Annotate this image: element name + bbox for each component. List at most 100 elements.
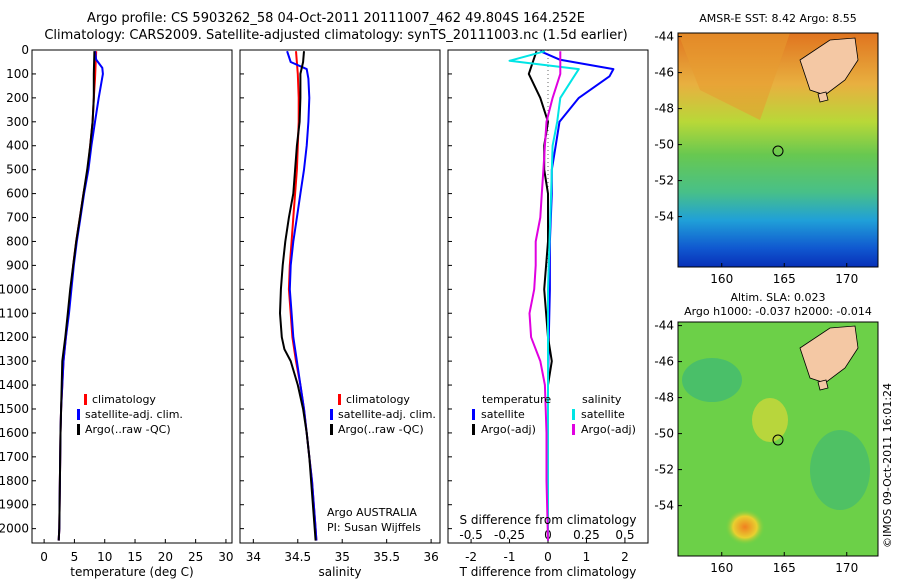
depth-tick-label: 1000 — [0, 282, 29, 296]
difference-legend: temperature salinity satellite Argo(-adj… — [472, 393, 636, 436]
legend-swatch-sal-argo — [572, 424, 575, 435]
x-tick-label: 15 — [127, 550, 142, 564]
map-lon-tick-label: 165 — [773, 561, 796, 575]
map-lon-tick-label: 160 — [710, 561, 733, 575]
salinity-panel: 34 34.5 35 35.5 36 — [240, 49, 439, 564]
top-x-tick-label: -0.5 — [459, 528, 482, 542]
x-tick-label: 35.5 — [373, 550, 400, 564]
map-lat-tick-label: -48 — [654, 391, 674, 405]
sst-warm-patch — [678, 33, 790, 120]
depth-tick-label: 2000 — [0, 522, 29, 536]
depth-tick-label: 300 — [6, 115, 29, 129]
series-line-argo-raw-qc — [279, 51, 317, 541]
stewart-island-landmass — [817, 379, 829, 391]
depth-tick-label: 100 — [6, 67, 29, 81]
depth-tick-label: 400 — [6, 139, 29, 153]
legend-swatch-argo — [77, 424, 80, 435]
x-tick-label: 5 — [71, 550, 79, 564]
legend-label-argo: Argo(..raw -QC) — [338, 423, 424, 436]
salinity-legend: climatology satellite-adj. clim. Argo(..… — [330, 393, 436, 436]
series-line-argo-raw-qc — [57, 51, 96, 541]
map-lon-tick-label: 170 — [835, 561, 858, 575]
difference-panel: -2 -1 0 1 2-0.5 -0.25 0 0.25 0.5 — [448, 49, 634, 564]
temperature-xlabel: temperature (deg C) — [70, 565, 193, 579]
depth-tick-label: 0 — [21, 43, 29, 57]
x-tick-label: 25 — [188, 550, 203, 564]
x-tick-label: 34 — [246, 550, 261, 564]
legend-label-argo: Argo(..raw -QC) — [85, 423, 171, 436]
map-lat-tick-label: -54 — [654, 499, 674, 513]
series-line-salinity-argo-adj — [528, 51, 562, 541]
depth-tick-label: 1900 — [0, 498, 29, 512]
sla-map-ticks: -44 -46 -48 -50 -52 -54 160 165 170 — [654, 319, 858, 575]
x-tick-label: 1 — [583, 550, 591, 564]
map-lat-tick-label: -50 — [654, 138, 674, 152]
legend-label-sal-satellite: satellite — [581, 408, 625, 421]
legend-swatch-temp-satellite — [472, 409, 475, 420]
sla-low-patch — [810, 430, 870, 510]
map-lat-tick-label: -46 — [654, 66, 674, 80]
stewart-island-landmass — [817, 91, 829, 103]
sla-map-title-1: Altim. SLA: 0.023 — [730, 291, 825, 304]
map-lat-tick-label: -44 — [654, 319, 674, 333]
top-x-tick-label: -0.25 — [494, 528, 525, 542]
map-lat-tick-label: -52 — [654, 174, 674, 188]
imos-credit: ©IMOS 09-Oct-2011 16:01:24 — [881, 383, 894, 548]
x-tick-label: 30 — [218, 550, 233, 564]
sla-low-patch — [682, 358, 742, 402]
argo-location-marker — [772, 434, 784, 446]
map-lon-tick-label: 170 — [835, 272, 858, 286]
sla-peak-patch — [725, 509, 765, 545]
depth-tick-label: 1300 — [0, 354, 29, 368]
sst-map-title: AMSR-E SST: 8.42 Argo: 8.55 — [699, 12, 857, 25]
depth-tick-label: 700 — [6, 211, 29, 225]
x-tick-label: 0 — [544, 550, 552, 564]
x-tick-label: 34.5 — [284, 550, 311, 564]
map-lat-tick-label: -46 — [654, 355, 674, 369]
depth-tick-label: 1700 — [0, 450, 29, 464]
sst-map-frame — [677, 32, 879, 268]
map-lat-tick-label: -52 — [654, 463, 674, 477]
sla-map: Altim. SLA: 0.023 Argo h1000: -0.037 h20… — [654, 291, 879, 575]
temperature-legend: climatology satellite-adj. clim. Argo(..… — [77, 393, 183, 436]
depth-tick-label: 800 — [6, 234, 29, 248]
series-line-salinity-satellite — [508, 50, 580, 541]
map-lat-tick-label: -44 — [654, 30, 674, 44]
sst-map-ticks: -44 -46 -48 -50 -52 -54 160 165 170 — [654, 30, 858, 286]
series-line-temperature-argo-adj — [527, 50, 553, 541]
depth-tick-label: 1800 — [0, 474, 29, 488]
x-tick-label: 20 — [158, 550, 173, 564]
map-lon-tick-label: 160 — [710, 272, 733, 286]
temperature-axes — [31, 49, 233, 544]
x-tick-label: -1 — [504, 550, 516, 564]
legend-label-sal-argo: Argo(-adj) — [581, 423, 636, 436]
x-tick-label: 36 — [423, 550, 438, 564]
x-tick-label: 10 — [97, 550, 112, 564]
salinity-xlabel: salinity — [318, 565, 361, 579]
depth-tick-label: 600 — [6, 187, 29, 201]
south-island-landmass — [799, 37, 859, 96]
sla-map-title-2: Argo h1000: -0.037 h2000: -0.014 — [684, 305, 872, 318]
sla-high-patch — [752, 398, 788, 442]
depth-tick-label: 1500 — [0, 402, 29, 416]
legend-title-salinity: salinity — [582, 393, 622, 406]
legend-swatch-climatology — [84, 394, 87, 405]
top-x-tick-label: 0.5 — [615, 528, 634, 542]
map-lat-tick-label: -54 — [654, 210, 674, 224]
sla-map-frame — [677, 321, 879, 557]
title-line-1: Argo profile: CS 5903262_58 04-Oct-2011 … — [87, 11, 585, 26]
depth-tick-label: 1100 — [0, 306, 29, 320]
depth-tick-label: 1400 — [0, 378, 29, 392]
difference-xlabel: T difference from climatology — [459, 565, 637, 579]
depth-tick-label: 1200 — [0, 330, 29, 344]
legend-swatch-temp-argo — [472, 424, 475, 435]
sst-map: AMSR-E SST: 8.42 Argo: 8.55 -44 -46 -48 -50… — [654, 12, 879, 286]
legend-swatch-satellite — [77, 409, 80, 420]
legend-swatch-satellite — [330, 409, 333, 420]
top-x-tick-label: 0.25 — [573, 528, 600, 542]
map-lat-tick-label: -50 — [654, 427, 674, 441]
legend-label-climatology: climatology — [346, 393, 410, 406]
depth-tick-label: 200 — [6, 91, 29, 105]
legend-label-satellite: satellite-adj. clim. — [338, 408, 436, 421]
